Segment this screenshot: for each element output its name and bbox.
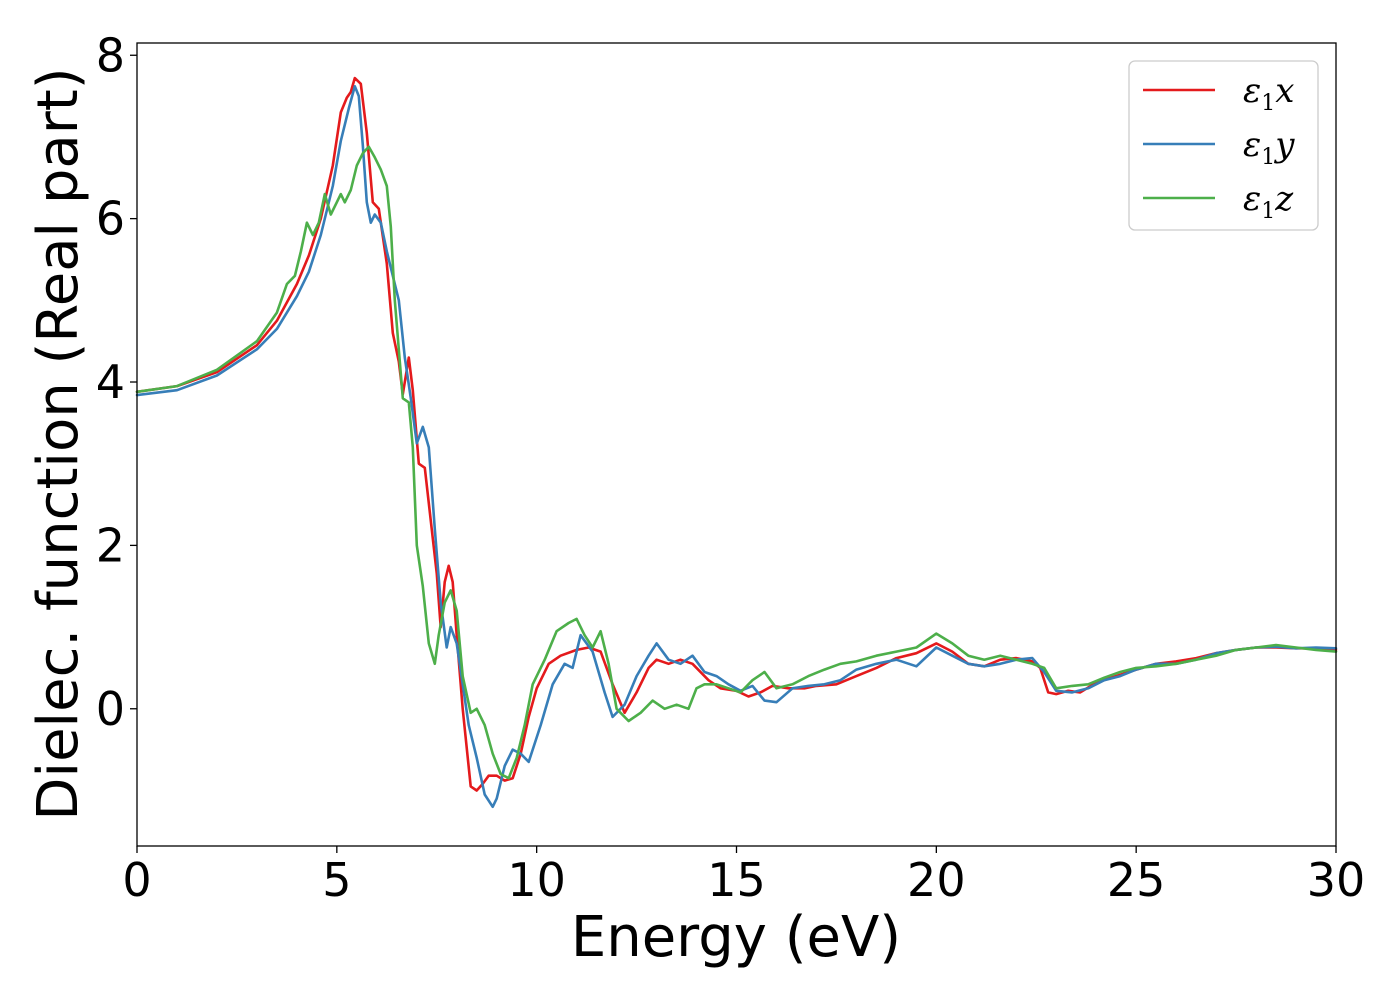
x-axis-ticks: 0 5 10 15 20 25 30	[122, 846, 1365, 907]
x-tick-label: 0	[122, 853, 151, 907]
legend-label-x: ε1x	[1243, 71, 1294, 116]
series-line-x	[135, 76, 1338, 792]
x-tick-label: 15	[707, 853, 766, 907]
y-tick-label: 4	[96, 355, 125, 409]
x-tick-label: 5	[322, 853, 351, 907]
x-tick-label: 10	[507, 853, 566, 907]
x-tick-label: 20	[907, 853, 966, 907]
series-layer	[135, 76, 1338, 809]
legend-label-y: ε1y	[1243, 125, 1295, 170]
y-tick-label: 6	[96, 192, 125, 246]
x-tick-label: 30	[1307, 853, 1366, 907]
series-line-y	[135, 85, 1338, 809]
y-axis-ticks: 0 2 4 6 8	[96, 28, 137, 736]
x-axis-label: Energy (eV)	[571, 905, 901, 970]
y-tick-label: 2	[96, 518, 125, 572]
legend-frame	[1128, 60, 1319, 231]
series-line-z	[135, 145, 1338, 780]
legend-label-z: ε1z	[1243, 179, 1294, 224]
y-tick-label: 0	[96, 682, 125, 736]
y-axis-label: Dielec. function (Real part)	[26, 67, 91, 820]
x-tick-label: 25	[1107, 853, 1166, 907]
y-tick-label: 8	[96, 28, 125, 82]
legend: ε1x ε1y ε1z	[1128, 60, 1319, 231]
